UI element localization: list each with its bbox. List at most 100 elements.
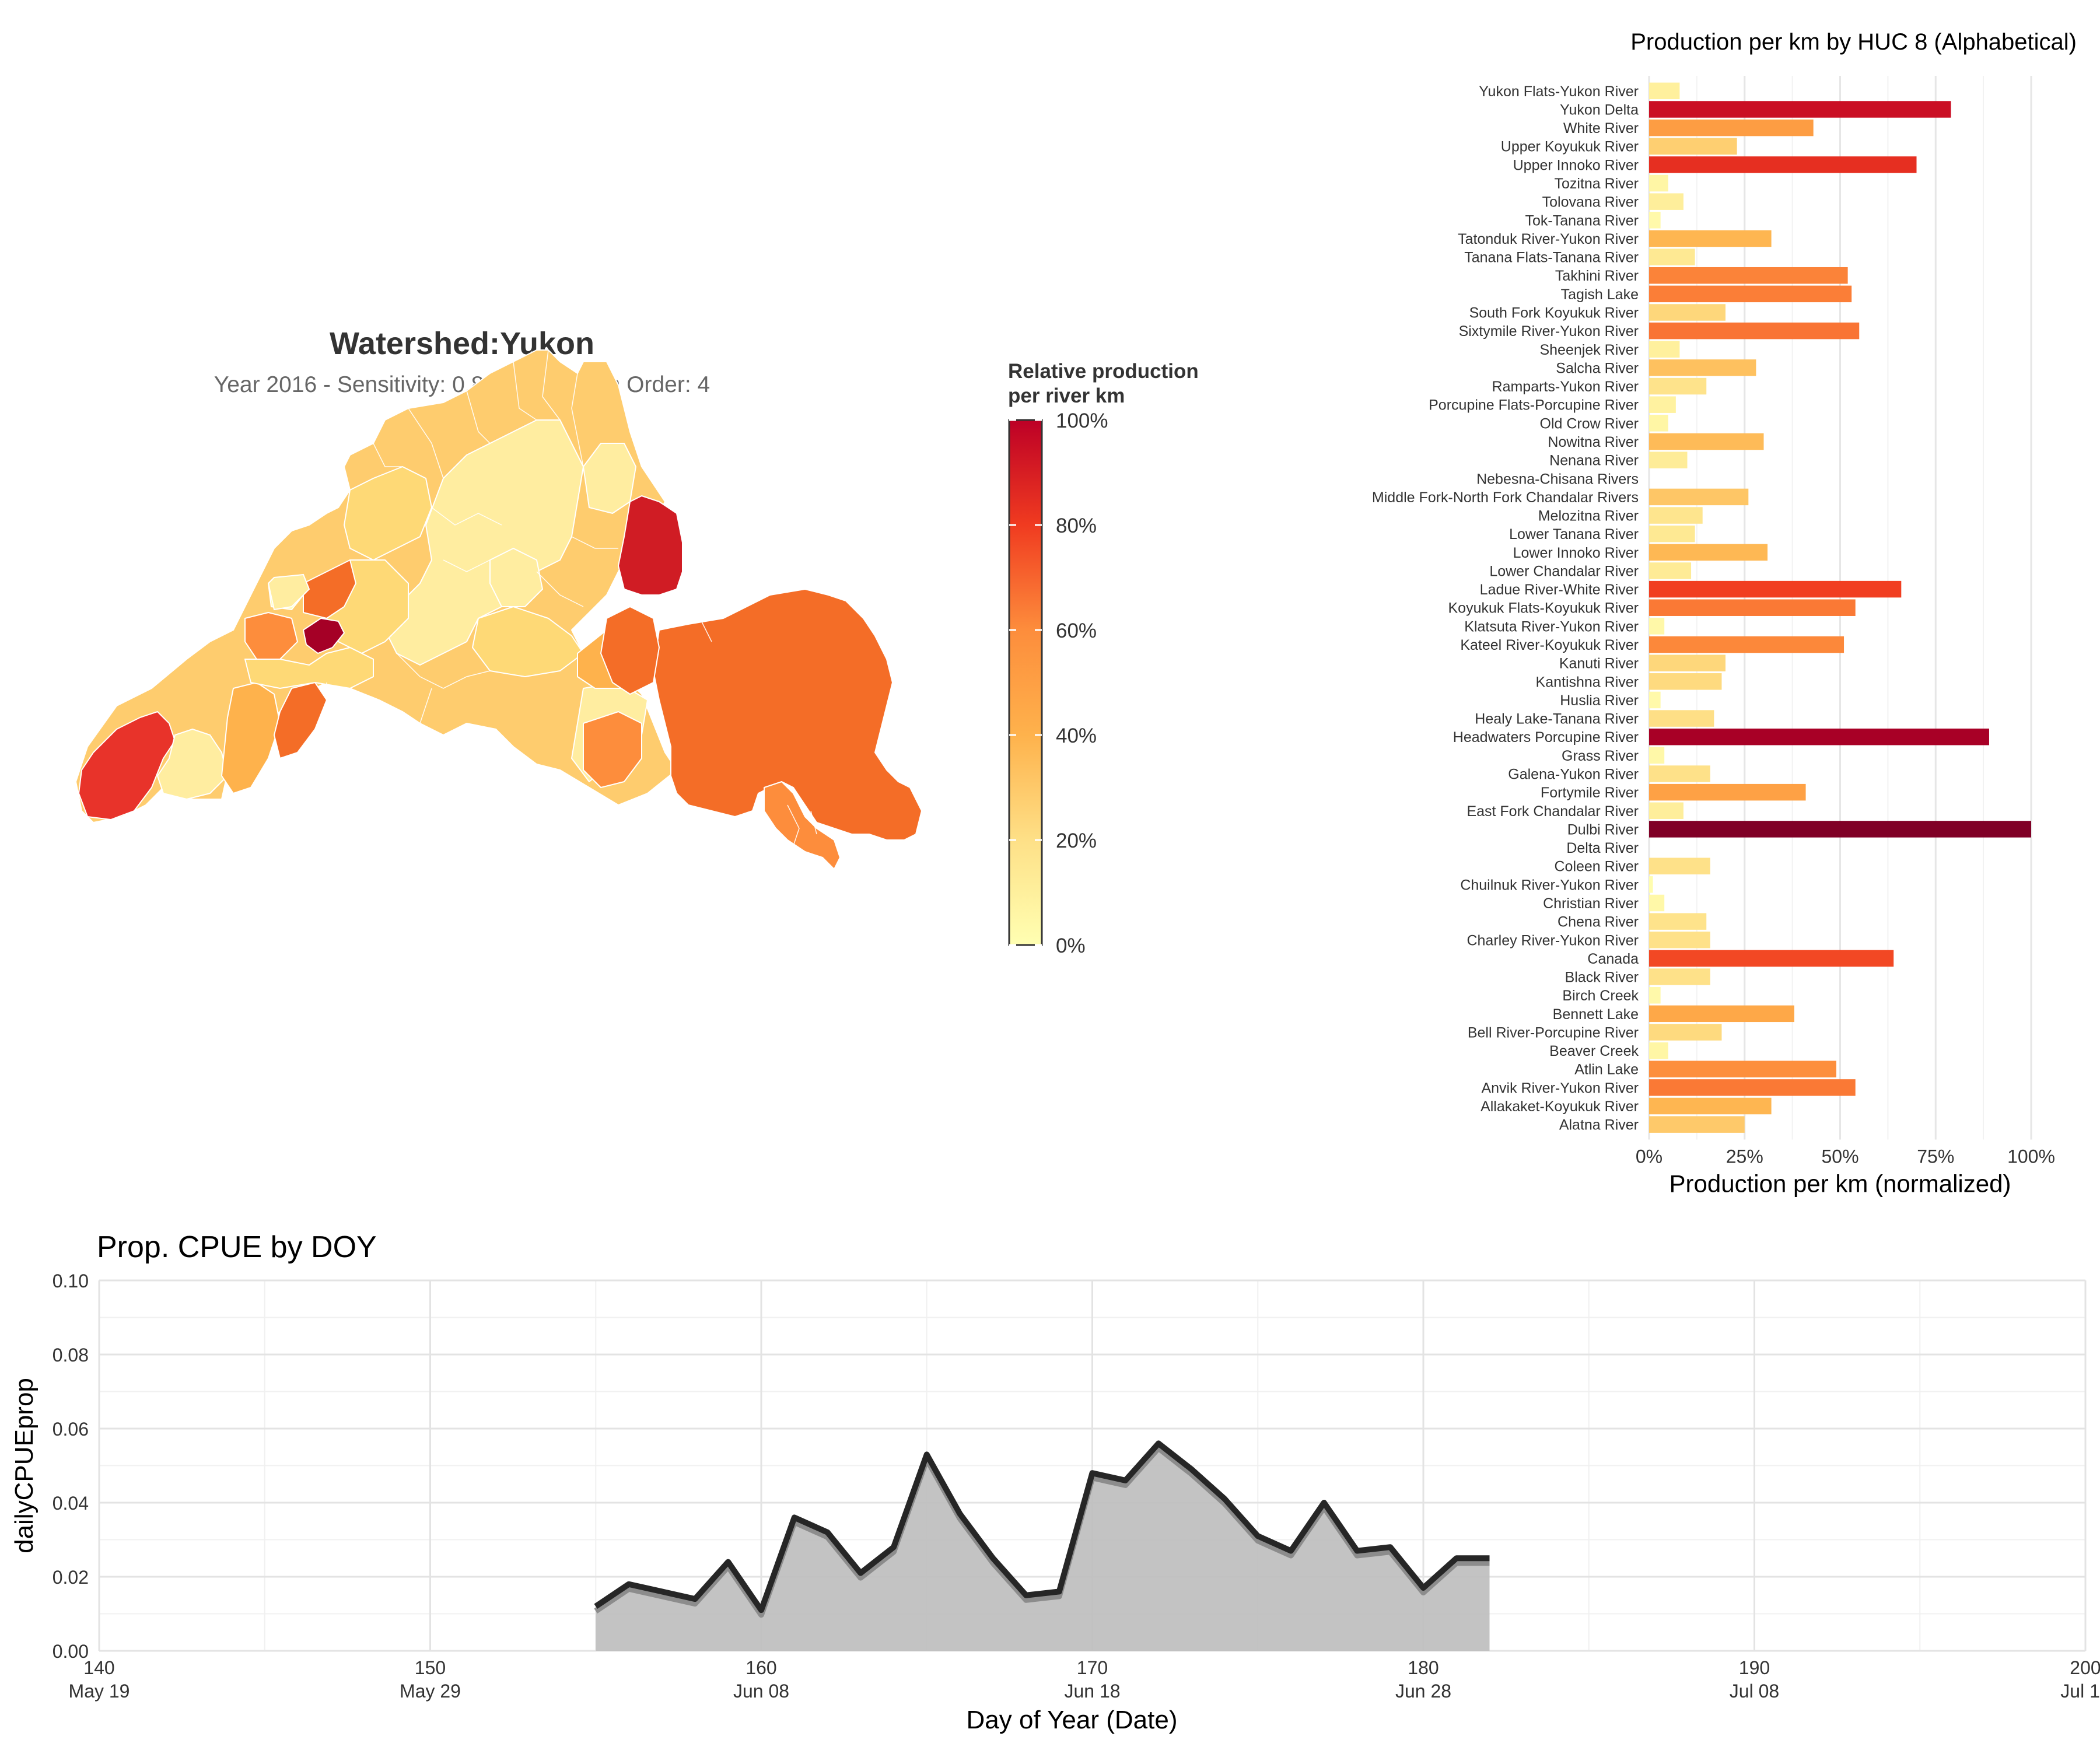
bar-category-label: Salcha River <box>1556 360 1639 376</box>
bar-category-label: Lower Chandalar River <box>1489 563 1639 579</box>
map-region-tagish <box>583 711 642 788</box>
line-x-tick-label: 170 <box>1077 1657 1108 1678</box>
bar-category-label: Lower Tanana River <box>1509 526 1639 542</box>
bar <box>1649 415 1668 432</box>
bar-category-label: South Fork Koyukuk River <box>1469 305 1639 321</box>
bar-category-label: Nenana River <box>1549 453 1639 469</box>
map-region-koyukuk-flats <box>244 612 298 660</box>
bar <box>1649 174 1668 192</box>
bar <box>1649 359 1756 376</box>
line-x-tick-label: 160 <box>746 1657 776 1678</box>
bar-category-label: Headwaters Porcupine River <box>1453 729 1639 746</box>
bar <box>1649 507 1703 524</box>
bar <box>1649 377 1707 395</box>
bar-category-label: Charley River-Yukon River <box>1466 932 1639 949</box>
line-chart-title: Prop. CPUE by DOY <box>97 1230 377 1264</box>
map-region-dulbi <box>303 618 345 654</box>
bar-category-label: Dulbi River <box>1567 821 1639 838</box>
bar <box>1649 1097 1772 1115</box>
bar <box>1649 876 1653 893</box>
bar-category-label: Atlin Lake <box>1574 1062 1639 1078</box>
line-y-tick-label: 0.02 <box>52 1567 89 1588</box>
map-region-sheenjek <box>583 443 636 514</box>
bar-category-label: Kateel River-Koyukuk River <box>1460 637 1639 653</box>
map-region-tanana <box>472 606 584 677</box>
cpue-area <box>596 1443 1490 1651</box>
bar <box>1649 913 1707 930</box>
bar-category-label: Middle Fork-North Fork Chandalar Rivers <box>1372 489 1639 506</box>
bar-category-label: Canada <box>1587 951 1639 967</box>
bar <box>1649 452 1688 468</box>
bar-category-label: Yukon Delta <box>1560 102 1639 118</box>
bar-category-label: Ladue River-White River <box>1480 582 1639 598</box>
bar <box>1649 636 1845 653</box>
legend-tick-label: 40% <box>1056 724 1097 747</box>
bar <box>1649 1005 1794 1023</box>
bar-category-label: Nowitna River <box>1548 434 1639 450</box>
line-y-tick-label: 0.08 <box>52 1345 89 1366</box>
bar <box>1649 396 1676 413</box>
legend-title: Relative production per river km <box>1008 359 1199 408</box>
bar <box>1649 1024 1722 1041</box>
map-region-ladue <box>600 606 660 695</box>
bar <box>1649 783 1806 801</box>
line-x-tick-label: 150 <box>415 1657 446 1678</box>
bar <box>1649 894 1665 912</box>
bar-category-label: Sheenjek River <box>1539 342 1639 358</box>
bar <box>1649 654 1726 671</box>
bar-category-label: Alatna River <box>1559 1117 1639 1133</box>
bar <box>1649 765 1710 782</box>
bar-category-label: Grass River <box>1562 748 1639 764</box>
bar-x-tick-label: 50% <box>1821 1146 1859 1167</box>
bar-category-label: Black River <box>1565 970 1639 986</box>
bar-category-label: Yukon Flats-Yukon River <box>1479 83 1639 100</box>
bar <box>1649 1079 1856 1096</box>
bar-category-label: Sixtymile River-Yukon River <box>1459 323 1639 340</box>
bar <box>1649 433 1764 450</box>
bar <box>1649 673 1722 690</box>
bar-category-label: Tolovana River <box>1542 194 1639 211</box>
bar <box>1649 932 1710 949</box>
bar <box>1649 691 1661 709</box>
bar <box>1649 986 1661 1004</box>
line-x-tick-date: Jul 18 <box>2060 1681 2100 1702</box>
line-y-tick-label: 0.00 <box>52 1641 89 1662</box>
map-region-galena <box>244 647 374 689</box>
map-region-lower-innoko <box>221 682 281 794</box>
legend-tick-label: 80% <box>1056 514 1097 537</box>
bar-category-label: Nebesna-Chisana Rivers <box>1476 471 1639 487</box>
bar-category-label: Healy Lake-Tanana River <box>1475 711 1639 727</box>
bar <box>1649 747 1665 764</box>
bar <box>1649 119 1814 136</box>
bar <box>1649 802 1684 820</box>
bar-category-label: Kantishna River <box>1536 674 1639 690</box>
bar <box>1649 193 1684 210</box>
legend-tick-label: 20% <box>1056 830 1097 852</box>
map-region-nowitna <box>303 559 356 619</box>
map-region-canada-south <box>764 781 841 870</box>
line-x-tick-label: 180 <box>1408 1657 1438 1678</box>
bar-category-label: Porcupine Flats-Porcupine River <box>1429 397 1639 414</box>
bar <box>1649 525 1695 542</box>
bar <box>1649 968 1710 985</box>
bar-category-label: Tok-Tanana River <box>1525 212 1639 229</box>
bar-category-label: Old Crow River <box>1540 415 1639 432</box>
bar <box>1649 1060 1836 1077</box>
line-x-tick-date: May 29 <box>400 1681 461 1702</box>
bar <box>1649 138 1737 155</box>
bar <box>1649 101 1951 118</box>
bar-category-label: Klatsuta River-Yukon River <box>1464 618 1639 635</box>
bar <box>1649 599 1856 616</box>
bar-category-label: Coleen River <box>1554 859 1639 875</box>
bar-x-tick-label: 0% <box>1636 1146 1662 1167</box>
line-y-axis-label: dailyCPUEprop <box>10 1378 38 1553</box>
bar-chart: Yukon Flats-Yukon River Yukon Delta White … <box>1372 76 2055 1197</box>
bar-x-tick-label: 75% <box>1917 1146 1954 1167</box>
map-region-yukon-flats-small <box>267 573 310 611</box>
bar <box>1649 156 1917 173</box>
bar-category-label: Bell River-Porcupine River <box>1468 1024 1639 1041</box>
map-region-flats <box>344 466 432 561</box>
bar-category-label: Delta River <box>1566 840 1639 856</box>
bar-category-label: Birch Creek <box>1562 988 1639 1004</box>
bar-category-label: Kanuti River <box>1559 656 1639 672</box>
